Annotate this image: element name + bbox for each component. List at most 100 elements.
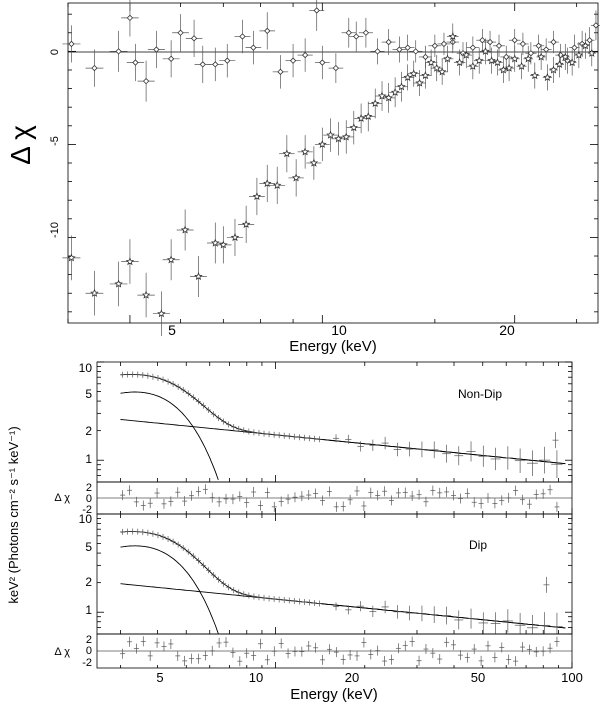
top-diamond-point (68, 40, 75, 48)
top-star-point (262, 179, 272, 188)
top-diamond-point (385, 38, 392, 46)
top-star-point (272, 180, 282, 189)
top-diamond-point (224, 57, 231, 64)
top-diamond-point (479, 37, 486, 44)
top-diamond-point (153, 46, 160, 53)
dip-res-ytick-neg2: -2 (82, 657, 92, 669)
top-star-point (230, 232, 240, 242)
top-star-point (574, 50, 584, 59)
blackbody-component (120, 391, 219, 480)
dip-ytick-10: 10 (79, 512, 93, 526)
top-star-point (166, 255, 176, 264)
top-panel-frame (67, 2, 599, 324)
top-star-point (549, 65, 558, 74)
top-star-point (504, 63, 514, 72)
dip-residual-points (120, 636, 560, 667)
top-star-point (561, 52, 570, 61)
top-star-point (448, 32, 458, 41)
top-diamond-point (511, 37, 518, 44)
top-star-point (219, 240, 228, 249)
top-diamond-point (535, 42, 542, 49)
dip-ticks (97, 513, 573, 635)
top-star-point (523, 54, 533, 63)
non-dip-label: Non-Dip (458, 387, 502, 401)
top-star-point (291, 173, 301, 182)
top-diamond-point (353, 33, 360, 40)
top-star-point (318, 139, 327, 148)
top-diamond-point (126, 14, 134, 22)
top-diamond-point (527, 50, 535, 57)
bottom-xtick-20: 20 (345, 670, 359, 685)
top-diamond-point (289, 57, 297, 64)
top-diamond-point (301, 51, 309, 59)
top-diamond-point (264, 27, 271, 35)
top-star-point (241, 219, 251, 228)
dip-ytick-2: 2 (85, 575, 92, 589)
non-dip-residual-ticks (97, 497, 573, 514)
top-diamond-point (345, 29, 352, 36)
top-xtick-5: 5 (168, 322, 176, 338)
top-diamond-point (396, 46, 403, 53)
top-diamond-point (374, 48, 381, 55)
top-diamond-point (459, 50, 467, 57)
top-diamond-point (586, 37, 593, 44)
top-ytick-0: 0 (49, 49, 61, 55)
top-xtick-10: 10 (331, 322, 347, 338)
spectrum-y-axis-label: keV² (Photons cm⁻² s⁻¹ keV⁻¹) (6, 426, 21, 603)
top-diamond-point (362, 29, 370, 36)
total-model-curve (120, 373, 566, 465)
top-star-point (530, 71, 540, 80)
top-x-axis-label: Energy (keV) (289, 338, 377, 355)
non-dip-ytick-1: 1 (85, 452, 92, 466)
total-model-curve (120, 531, 566, 629)
non-dip-ytick-5: 5 (85, 387, 92, 401)
top-star-point (587, 48, 597, 57)
top-star-point (468, 61, 478, 70)
dip-residual-ticks (97, 650, 573, 668)
top-star-point (517, 61, 526, 70)
top-tick-group (67, 3, 598, 323)
bottom-xtick-5: 5 (156, 670, 163, 685)
non-dip-model-curves (120, 373, 566, 480)
bottom-xtick-10: 10 (249, 670, 263, 685)
top-diamond-point (503, 53, 510, 61)
blackbody-component (120, 545, 219, 634)
top-diamond-point (313, 7, 320, 14)
top-star-point (426, 58, 436, 67)
dip-residual-panel: 2 0 -2 Δ χ 5 10 20 50 100 Energy (keV) (54, 633, 583, 703)
top-star-point (493, 58, 502, 67)
top-diamond-point (250, 44, 257, 51)
dip-ytick-1: 1 (85, 603, 92, 617)
top-star-point (487, 56, 496, 65)
non-dip-res-ylabel: Δ χ (54, 492, 70, 504)
top-star-point (125, 257, 135, 266)
top-diamond-point (212, 61, 219, 68)
dip-res-ytick-0: 0 (86, 645, 92, 657)
non-dip-res-ytick-2: 2 (86, 482, 92, 494)
dip-res-ytick-2: 2 (86, 634, 92, 646)
non-dip-residual-panel: 2 0 -2 Δ χ (54, 481, 573, 516)
bottom-xtick-50: 50 (471, 670, 485, 685)
non-dip-ytick-10: 10 (79, 361, 93, 375)
top-star-point (157, 309, 166, 318)
top-star-point (363, 112, 373, 121)
top-star-point (282, 149, 292, 158)
top-diamond-point (495, 42, 503, 49)
top-diamond-point (91, 64, 98, 72)
non-dip-ytick-2: 2 (85, 424, 92, 438)
top-diamond-point (319, 59, 326, 66)
top-diamond-point (440, 40, 448, 48)
top-star-point (581, 41, 590, 50)
top-star-point (409, 69, 419, 78)
top-star-point (349, 123, 359, 132)
top-xtick-20: 20 (499, 322, 515, 338)
top-star-point (462, 50, 471, 59)
non-dip-res-ytick-0: 0 (86, 493, 92, 505)
dip-model-curves (120, 531, 566, 634)
bottom-x-axis-label: Energy (keV) (290, 686, 378, 703)
top-star-point (415, 78, 424, 87)
top-diamond-point (277, 68, 284, 76)
top-star-point (194, 272, 203, 281)
top-star-point (334, 134, 343, 143)
